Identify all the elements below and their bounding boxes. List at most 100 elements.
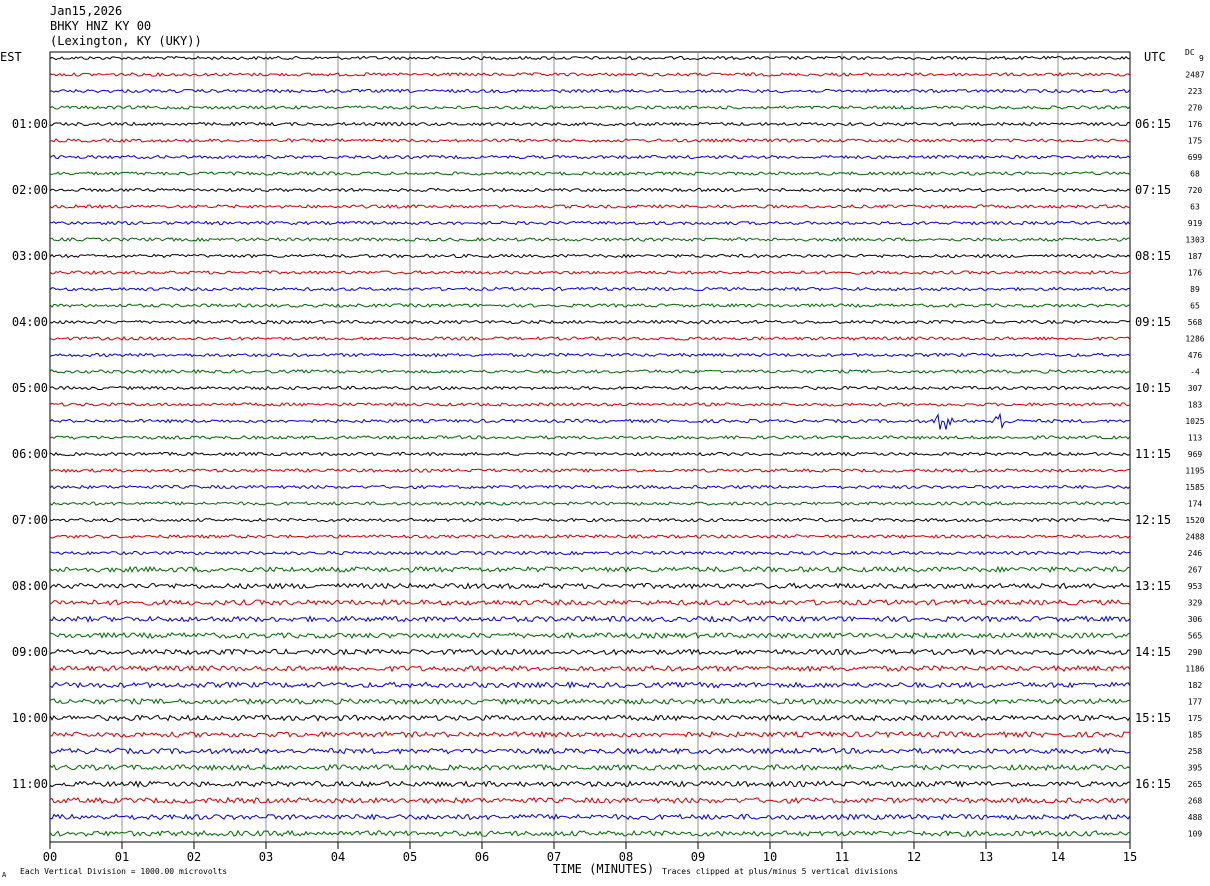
dc-offset-label: 568 xyxy=(1188,318,1203,327)
dc-offset-label: 699 xyxy=(1188,153,1203,162)
trace-row xyxy=(49,435,1131,440)
trace-row xyxy=(49,747,1131,755)
trace-row xyxy=(49,763,1131,772)
utc-hour-label: 14:15 xyxy=(1135,645,1171,659)
dc-offset-label: 109 xyxy=(1188,830,1203,839)
est-hour-label: 09:00 xyxy=(12,645,48,659)
trace-row xyxy=(49,517,1131,523)
trace-row xyxy=(49,121,1131,127)
dc-offset-label: 969 xyxy=(1188,450,1203,459)
dc-offset-label: 307 xyxy=(1188,384,1203,393)
trace-row xyxy=(49,796,1131,805)
utc-hour-label: 07:15 xyxy=(1135,183,1171,197)
trace-row xyxy=(49,501,1131,506)
x-tick-label: 11 xyxy=(835,850,849,864)
trace-row xyxy=(49,286,1131,292)
dc-offset-label: 953 xyxy=(1188,582,1203,591)
dc-label: DC xyxy=(1185,48,1195,57)
trace-row xyxy=(49,664,1131,673)
est-hour-label: 11:00 xyxy=(12,777,48,791)
dc-offset-label: 176 xyxy=(1188,269,1203,278)
dc-offset-label: 488 xyxy=(1188,813,1203,822)
x-tick-label: 09 xyxy=(691,850,705,864)
dc-offset-label: 268 xyxy=(1188,797,1203,806)
utc-hour-label: 06:15 xyxy=(1135,117,1171,131)
dc-offset-label: 1303 xyxy=(1185,236,1204,245)
x-tick-label: 05 xyxy=(403,850,417,864)
dc-offset-label: 65 xyxy=(1190,302,1200,311)
trace-row xyxy=(49,204,1130,209)
trace-row xyxy=(49,813,1131,821)
trace-row xyxy=(49,598,1131,607)
trace-row xyxy=(49,171,1131,176)
dc-offset-label: 1520 xyxy=(1185,516,1204,525)
left-zone-label: EST xyxy=(0,50,22,64)
x-tick-label: 04 xyxy=(331,850,345,864)
header-location: (Lexington, KY (UKY)) xyxy=(50,34,202,48)
dc-offset-label: 1186 xyxy=(1185,665,1204,674)
trace-row xyxy=(49,319,1131,325)
x-tick-label: 02 xyxy=(187,850,201,864)
utc-hour-label: 08:15 xyxy=(1135,249,1171,263)
dc-offset-label: 476 xyxy=(1188,351,1203,360)
trace-row xyxy=(49,648,1131,656)
dc-offset-label: 223 xyxy=(1188,87,1203,96)
x-tick-label: 01 xyxy=(115,850,129,864)
x-tick-label: 06 xyxy=(475,850,489,864)
header-date: Jan15,2026 xyxy=(50,4,123,18)
scale-note: Each Vertical Division = 1000.00 microvo… xyxy=(20,867,228,876)
x-tick-label: 14 xyxy=(1051,850,1065,864)
trace-row xyxy=(49,780,1131,788)
header-station: BHKY HNZ KY 00 xyxy=(50,19,152,33)
trace-row xyxy=(49,681,1131,689)
dc-offset-label: 246 xyxy=(1188,549,1203,558)
dc-offset-label: 1286 xyxy=(1185,335,1204,344)
trace-row xyxy=(49,220,1131,226)
utc-hour-label: 09:15 xyxy=(1135,315,1171,329)
trace-row xyxy=(49,697,1131,706)
trace-row xyxy=(49,237,1131,242)
dc-offset-label: 2487 xyxy=(1185,71,1204,80)
x-tick-label: 10 xyxy=(763,850,777,864)
dc-offset-label: 329 xyxy=(1188,599,1203,608)
dc-offset-label: 175 xyxy=(1188,137,1203,146)
trace-row xyxy=(49,369,1131,375)
trace-row xyxy=(49,451,1131,457)
est-hour-label: 08:00 xyxy=(12,579,48,593)
utc-hour-label: 12:15 xyxy=(1135,513,1171,527)
dc-offset-label: 2488 xyxy=(1185,533,1204,542)
trace-row xyxy=(49,582,1131,590)
dc-offset-label: 68 xyxy=(1190,170,1200,179)
trace-row xyxy=(49,412,1131,430)
est-hour-label: 05:00 xyxy=(12,381,48,395)
est-hour-label: 02:00 xyxy=(12,183,48,197)
trace-row xyxy=(49,631,1131,640)
dc-offset-label: 174 xyxy=(1188,500,1203,509)
trace-row xyxy=(49,385,1131,391)
dc-offset-label: 182 xyxy=(1188,681,1203,690)
trace-row xyxy=(49,468,1131,473)
x-axis-label: TIME (MINUTES) xyxy=(553,862,655,876)
dc-offset-label: 187 xyxy=(1188,252,1203,261)
dc-offset-label: -4 xyxy=(1190,368,1200,377)
dc-offset-label: 258 xyxy=(1188,747,1203,756)
est-hour-label: 07:00 xyxy=(12,513,48,527)
dc-offset-label: 89 xyxy=(1190,285,1200,294)
trace-row xyxy=(49,565,1131,574)
clip-note: Traces clipped at plus/minus 5 vertical … xyxy=(662,867,899,876)
trace-row xyxy=(49,55,1131,61)
trace-row xyxy=(49,714,1131,722)
dc-offset-label: 565 xyxy=(1188,632,1203,641)
dc-offset-label: 1195 xyxy=(1185,467,1204,476)
x-tick-label: 12 xyxy=(907,850,921,864)
dc-offset-label: 176 xyxy=(1188,120,1203,129)
trace-row xyxy=(49,187,1131,193)
trace-row xyxy=(49,154,1131,160)
trace-row xyxy=(49,335,1131,341)
dc-offset-label: 1025 xyxy=(1185,417,1204,426)
utc-hour-label: 11:15 xyxy=(1135,447,1171,461)
corner-mark: A xyxy=(2,871,7,879)
dc-offset-label: 1585 xyxy=(1185,483,1204,492)
trace-row xyxy=(49,352,1131,358)
